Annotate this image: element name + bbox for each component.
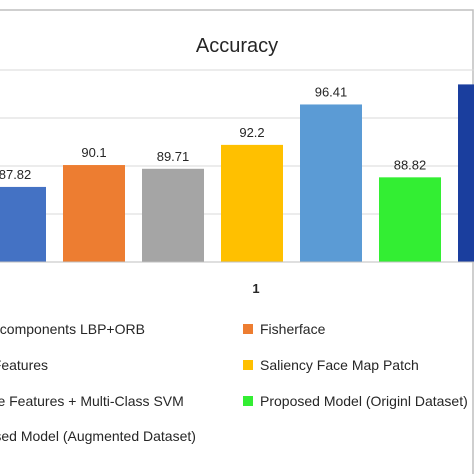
legend-label-4: Saliency Face Map Patch (260, 357, 419, 373)
legend-label-6: Proposed Model (Originl Dataset) (260, 393, 468, 409)
legend-label-7: Proposed Model (Augmented Dataset) (0, 428, 196, 444)
bar-7 (458, 84, 474, 263)
bar-6 (379, 177, 441, 262)
data-label-2: 90.1 (81, 145, 106, 160)
legend-swatch-4 (243, 360, 253, 370)
legend-label-1: Image components LBP+ORB (0, 321, 145, 337)
data-label-1: 87.82 (0, 167, 31, 182)
data-label-5: 96.41 (315, 84, 348, 99)
legend-label-3: HOG Features (0, 357, 48, 373)
chart-title: Accuracy (196, 35, 278, 57)
bar-2 (63, 165, 125, 262)
legend-swatch-6 (243, 396, 253, 406)
data-label-3: 89.71 (157, 149, 190, 164)
legend-label-2: Fisherface (260, 321, 326, 337)
legend-label-5: Multiple Features + Multi-Class SVM (0, 393, 184, 409)
bar-4 (221, 144, 283, 262)
bar-5 (300, 104, 362, 263)
bars (0, 84, 474, 263)
bar-3 (142, 168, 204, 262)
data-label-4: 92.2 (239, 125, 264, 140)
data-label-6: 88.82 (394, 157, 427, 172)
legend-swatch-2 (243, 324, 253, 334)
bar-1 (0, 186, 46, 262)
legend: Image components LBP+ORB Fisherface HOG Fe… (0, 321, 468, 444)
category-label: 1 (252, 281, 259, 296)
